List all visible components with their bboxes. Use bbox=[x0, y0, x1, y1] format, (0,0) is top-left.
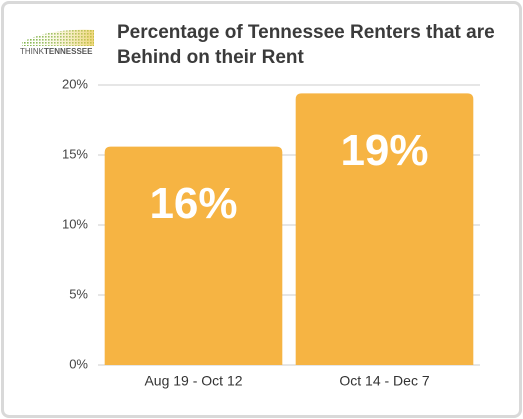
bar bbox=[104, 146, 283, 365]
logo-text: THINKTENNESSEE bbox=[20, 47, 93, 56]
y-tick-label: 5% bbox=[69, 286, 88, 301]
value-label: 16% bbox=[149, 179, 237, 228]
logo-tennessee: TENNESSEE bbox=[44, 47, 93, 56]
logo-think: THINK bbox=[20, 47, 45, 56]
bar bbox=[295, 93, 474, 366]
y-tick-label: 10% bbox=[62, 216, 88, 231]
value-label: 19% bbox=[340, 126, 428, 175]
y-tick-label: 0% bbox=[69, 356, 88, 371]
chart-title: Percentage of Tennessee Renters that are… bbox=[117, 22, 495, 68]
x-tick-label: Aug 19 - Oct 12 bbox=[144, 373, 242, 389]
x-tick-label: Oct 14 - Dec 7 bbox=[339, 373, 429, 389]
y-tick-label: 20% bbox=[62, 76, 88, 91]
logo-graphic bbox=[22, 29, 94, 46]
y-tick-label: 15% bbox=[62, 146, 88, 161]
